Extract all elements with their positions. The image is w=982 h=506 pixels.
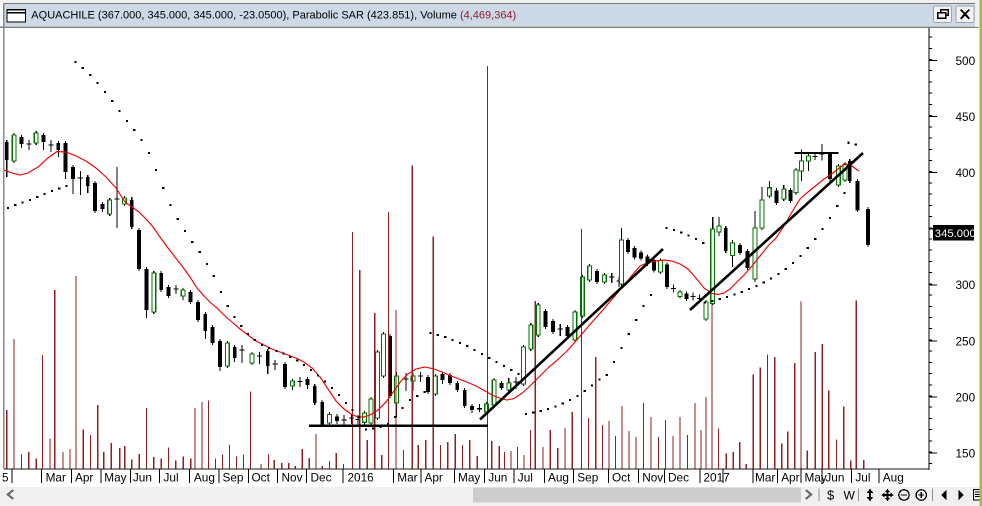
svg-text:Jun: Jun	[133, 471, 152, 485]
svg-text:Aug: Aug	[883, 471, 904, 485]
svg-text:Mar: Mar	[755, 471, 775, 485]
svg-text:250: 250	[956, 334, 976, 348]
svg-text:Dec: Dec	[311, 471, 332, 485]
svg-text:May: May	[805, 471, 827, 485]
svg-text:5: 5	[2, 471, 9, 485]
svg-text:2016: 2016	[348, 471, 375, 485]
svg-text:AQUACHILE (367.000, 345.000, 3: AQUACHILE (367.000, 345.000, 345.000, -2…	[31, 10, 516, 22]
svg-text:Jul: Jul	[518, 471, 533, 485]
svg-text:Sep: Sep	[577, 471, 598, 485]
svg-text:Jul: Jul	[164, 471, 179, 485]
svg-text:Apr: Apr	[425, 471, 443, 485]
svg-text:Aug: Aug	[548, 471, 569, 485]
svg-text:May: May	[458, 471, 480, 485]
svg-text:May: May	[104, 471, 126, 485]
svg-text:450: 450	[956, 110, 976, 124]
svg-text:Oct: Oct	[252, 471, 271, 485]
svg-text:Oct: Oct	[612, 471, 631, 485]
svg-text:Nov: Nov	[282, 471, 303, 485]
svg-text:Mar: Mar	[397, 471, 417, 485]
svg-text:Apr: Apr	[781, 471, 799, 485]
svg-text:150: 150	[956, 447, 976, 461]
svg-text:400: 400	[956, 166, 976, 180]
svg-text:Jun: Jun	[825, 471, 844, 485]
svg-text:300: 300	[956, 278, 976, 292]
svg-text:200: 200	[956, 390, 976, 404]
svg-text:345.000: 345.000	[935, 228, 976, 240]
svg-text:Sep: Sep	[223, 471, 244, 485]
svg-text:W: W	[844, 488, 856, 502]
svg-text:500: 500	[956, 54, 976, 68]
svg-text:Mar: Mar	[46, 471, 66, 485]
svg-text:Jul: Jul	[855, 471, 870, 485]
svg-text:$: $	[827, 488, 835, 503]
svg-text:Nov: Nov	[642, 471, 663, 485]
svg-text:Jun: Jun	[488, 471, 507, 485]
svg-text:Apr: Apr	[75, 471, 93, 485]
svg-text:Dec: Dec	[668, 471, 689, 485]
svg-text:2017: 2017	[704, 471, 730, 485]
svg-text:Aug: Aug	[194, 471, 215, 485]
